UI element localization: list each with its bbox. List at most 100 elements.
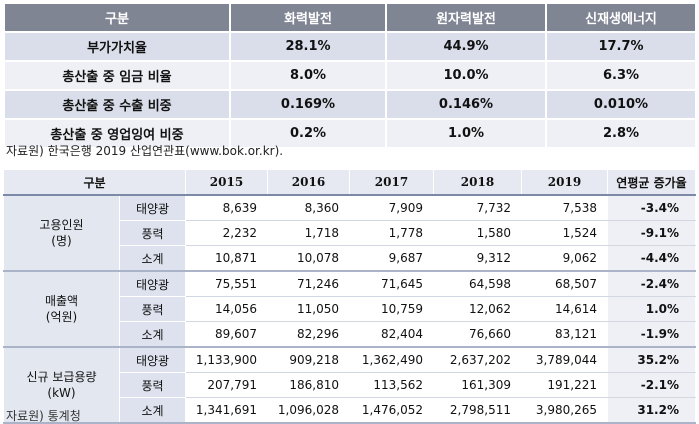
growth-rate-cell: -2.1%	[607, 372, 696, 398]
table-header-row: 구분 화력발전 원자력발전 신재생에너지	[3, 2, 697, 33]
table-cell: 1,778	[349, 220, 434, 246]
table-cell: 10,871	[185, 245, 268, 272]
table-row: 풍력 14,056 11,050 10,759 12,062 14,614 1.0%	[4, 296, 696, 322]
table-cell: 75,551	[185, 270, 268, 297]
growth-rate-cell: 35.2%	[607, 346, 696, 373]
table-cell: 64,598	[433, 270, 522, 297]
header-cell: 구분	[3, 2, 231, 33]
table-cell: 186,810	[267, 372, 350, 398]
row-label: 소계	[119, 397, 186, 424]
table-cell: 0.169%	[229, 89, 387, 120]
table-cell: 3,980,265	[521, 397, 608, 424]
growth-rate-cell: -4.4%	[607, 245, 696, 272]
row-label: 풍력	[119, 372, 186, 398]
row-label: 태양광	[119, 270, 186, 297]
growth-rate-cell: -3.4%	[607, 194, 696, 221]
table-cell: 161,309	[433, 372, 522, 398]
row-label: 풍력	[119, 296, 186, 322]
renewable-stats-table: 구분 2015 2016 2017 2018 2019 연평균 증가율 고용인원…	[3, 169, 696, 424]
header-cell: 2016	[267, 169, 350, 196]
table-row: 풍력 207,791 186,810 113,562 161,309 191,221 -2.…	[4, 372, 696, 398]
table-cell: 89,607	[185, 321, 268, 348]
table-cell: 68,507	[521, 270, 608, 297]
table-cell: 12,062	[433, 296, 522, 322]
table-cell: 8,639	[185, 194, 268, 221]
table-cell: 1,524	[521, 220, 608, 246]
table-cell: 71,645	[349, 270, 434, 297]
table-row: 총산출 중 수출 비중 0.169% 0.146% 0.010%	[3, 89, 697, 120]
table-cell: 2,798,511	[433, 397, 522, 424]
industry-ratio-table: 구분 화력발전 원자력발전 신재생에너지 부가가치율 28.1% 44.9% 1…	[3, 2, 697, 149]
table-cell: 7,909	[349, 194, 434, 221]
row-label: 태양광	[119, 346, 186, 373]
table-cell: 10,759	[349, 296, 434, 322]
header-cell: 연평균 증가율	[607, 169, 696, 196]
header-cell: 2018	[433, 169, 522, 196]
table-cell: 83,121	[521, 321, 608, 348]
table-cell: 9,687	[349, 245, 434, 272]
table-cell: 2.8%	[545, 118, 697, 149]
table-row: 소계 89,607 82,296 82,404 76,660 83,121 -1.9%	[4, 321, 696, 348]
table-cell: 191,221	[521, 372, 608, 398]
table-cell: 1,718	[267, 220, 350, 246]
row-label: 소계	[119, 321, 186, 348]
table-cell: 82,296	[267, 321, 350, 348]
table-cell: 1.0%	[385, 118, 547, 149]
header-cell: 2017	[349, 169, 434, 196]
source-note-2: 자료원) 통계청	[6, 409, 81, 423]
table-cell: 0.2%	[229, 118, 387, 149]
table-cell: 8.0%	[229, 60, 387, 91]
table-cell: 17.7%	[545, 31, 697, 62]
table-cell: 113,562	[349, 372, 434, 398]
row-label: 총산출 중 수출 비중	[3, 89, 231, 120]
table-cell: 82,404	[349, 321, 434, 348]
group-label: 매출액 (억원)	[3, 270, 120, 348]
source-note: 자료원) 한국은행 2019 산업연관표(www.bok.or.kr).	[6, 144, 284, 158]
row-label: 총산출 중 영업잉여 비중	[3, 118, 231, 149]
table-cell: 9,062	[521, 245, 608, 272]
table-row: 총산출 중 영업잉여 비중 0.2% 1.0% 2.8%	[3, 118, 697, 149]
table-cell: 1,341,691	[185, 397, 268, 424]
table-header-row: 구분 2015 2016 2017 2018 2019 연평균 증가율	[3, 169, 696, 196]
group-label: 신규 보급용량 (kW)	[3, 346, 120, 424]
table-cell: 10,078	[267, 245, 350, 272]
table-cell: 71,246	[267, 270, 350, 297]
table-cell: 1,096,028	[267, 397, 350, 424]
table-cell: 28.1%	[229, 31, 387, 62]
table-row: 총산출 중 임금 비율 8.0% 10.0% 6.3%	[3, 60, 697, 91]
header-cell: 구분	[3, 169, 186, 196]
table-cell: 0.146%	[385, 89, 547, 120]
table-row: 신규 보급용량 (kW) 태양광 1,133,900 909,218 1,362,490…	[3, 346, 696, 424]
growth-rate-cell: 31.2%	[607, 397, 696, 424]
table-cell: 2,637,202	[433, 346, 522, 373]
header-cell: 2015	[185, 169, 268, 196]
header-cell: 원자력발전	[385, 2, 547, 33]
table-cell: 1,580	[433, 220, 522, 246]
table-cell: 207,791	[185, 372, 268, 398]
table-cell: 8,360	[267, 194, 350, 221]
header-cell: 화력발전	[229, 2, 387, 33]
table-row: 소계 10,871 10,078 9,687 9,312 9,062 -4.4%	[4, 245, 696, 272]
table-cell: 1,362,490	[349, 346, 434, 373]
table-cell: 3,789,044	[521, 346, 608, 373]
growth-rate-cell: -1.9%	[607, 321, 696, 348]
table-row: 부가가치율 28.1% 44.9% 17.7%	[3, 31, 697, 62]
table-cell: 7,538	[521, 194, 608, 221]
table-cell: 2,232	[185, 220, 268, 246]
table-cell: 76,660	[433, 321, 522, 348]
table-cell: 1,476,052	[349, 397, 434, 424]
growth-rate-cell: -9.1%	[607, 220, 696, 246]
row-label: 소계	[119, 245, 186, 272]
table-cell: 11,050	[267, 296, 350, 322]
growth-rate-cell: -2.4%	[607, 270, 696, 297]
table-row: 고용인원 (명) 태양광 8,639 8,360 7,909 7,732 7,538 -3.4…	[3, 194, 696, 272]
group-label: 고용인원 (명)	[3, 194, 120, 272]
table-cell: 14,614	[521, 296, 608, 322]
table-cell: 9,312	[433, 245, 522, 272]
table-cell: 10.0%	[385, 60, 547, 91]
row-label: 풍력	[119, 220, 186, 246]
row-label: 태양광	[119, 194, 186, 221]
table-cell: 909,218	[267, 346, 350, 373]
table-row: 매출액 (억원) 태양광 75,551 71,246 71,645 64,598 68,50…	[3, 270, 696, 348]
table-cell: 7,732	[433, 194, 522, 221]
